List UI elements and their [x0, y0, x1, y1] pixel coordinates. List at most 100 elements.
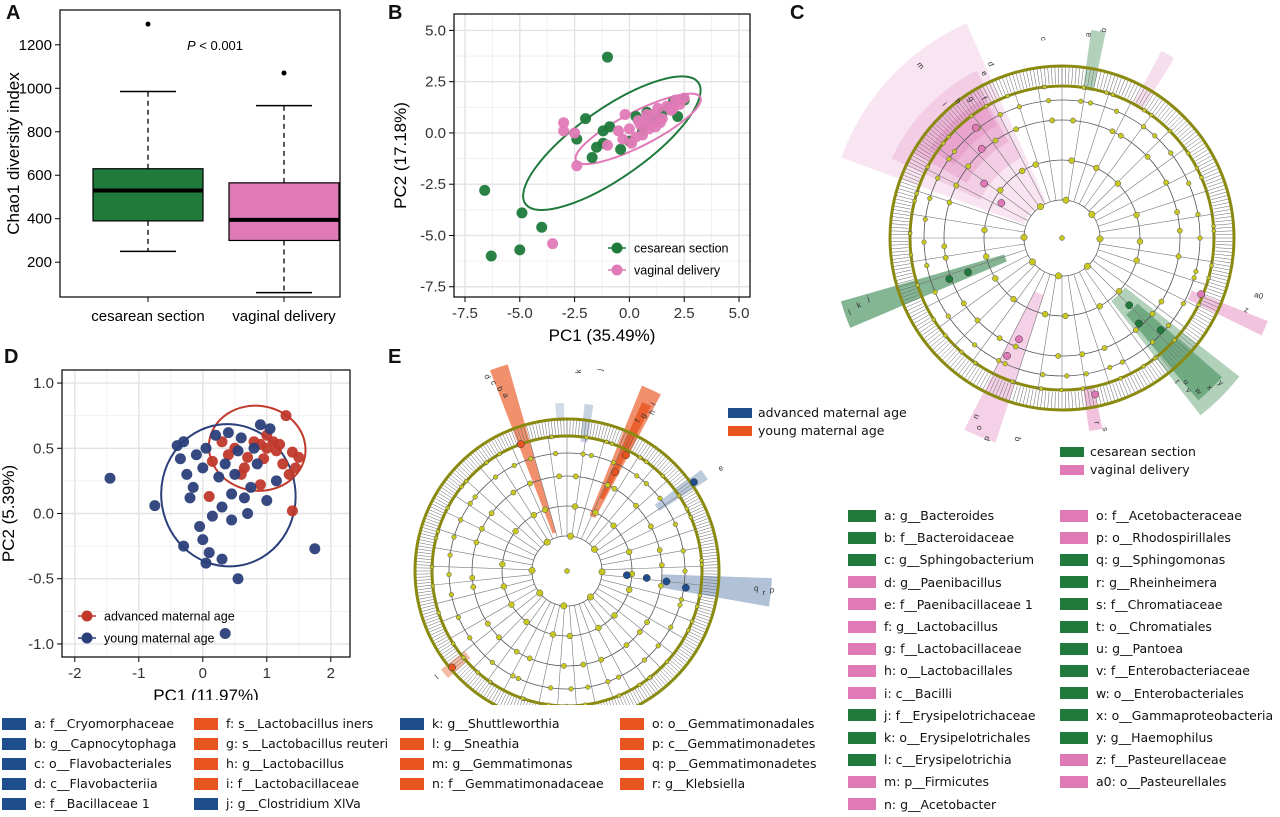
leaf-branch: [900, 291, 918, 299]
leaf-branch: [675, 481, 691, 493]
taxonomy-ring: [413, 417, 721, 705]
leaf-branch: [662, 664, 676, 678]
leaf-branch: [656, 457, 669, 472]
taxon-node: [981, 226, 988, 234]
leaf-branch: [660, 462, 674, 476]
leaf-branch: [689, 508, 706, 517]
leaf-branch: [891, 260, 910, 264]
leaf-branch: [496, 436, 506, 453]
tree-branch: [439, 529, 534, 561]
taxon-node: [1087, 100, 1094, 106]
legend-swatch: [1060, 598, 1088, 611]
leaf-branch: [982, 85, 991, 102]
leaf-branch: [670, 656, 685, 669]
scatter-point: [514, 244, 526, 256]
scatter-point: [184, 492, 196, 504]
taxon-label: v: f__Enterobacteriaceae: [1096, 663, 1250, 679]
leaf-branch: [1211, 194, 1229, 200]
taxon-label: e: f__Bacillaceae 1: [34, 796, 150, 811]
leaf-branch: [673, 651, 689, 664]
leaf-branch: [447, 654, 463, 666]
sector-label: f: [633, 417, 642, 424]
leaf-branch: [1087, 68, 1091, 87]
taxon-node: [953, 182, 960, 189]
taxon-node: [637, 682, 642, 688]
taxon-node: [1010, 295, 1017, 303]
scatter-point: [200, 557, 212, 569]
y-tick-label: 1000: [19, 80, 52, 97]
scatter-point: [178, 540, 190, 552]
scatter-point: [197, 534, 209, 546]
taxon-node: [1078, 98, 1084, 104]
biomarker-node: [980, 179, 989, 188]
tree-branch: [436, 579, 534, 604]
scatter-point: [261, 494, 273, 506]
taxon-node: [1088, 211, 1096, 218]
leaf-branch: [1212, 269, 1231, 275]
leaf-branch: [510, 429, 518, 447]
leaf-branch: [1169, 114, 1183, 129]
taxon-node: [908, 252, 914, 258]
legend-swatch: [194, 777, 218, 790]
y-tick-label: -5.0: [420, 227, 446, 244]
legend-swatch: [848, 642, 876, 655]
leaf-branch: [682, 494, 699, 505]
legend-swatch: [194, 757, 218, 770]
leaf-branch: [694, 523, 712, 530]
taxon-legend-item: g: f__Lactobacillaceae: [848, 641, 1022, 656]
leaf-branch: [969, 92, 980, 109]
leaf-branch: [424, 517, 442, 525]
leaf-branch: [1195, 151, 1212, 162]
leaf-branch: [1198, 158, 1215, 167]
leaf-branch: [628, 689, 638, 705]
taxon-node: [568, 686, 574, 692]
leaf-branch: [1164, 110, 1178, 124]
leaf-branch: [678, 644, 694, 656]
taxon-label: f: s__Lactobacillus iners: [226, 716, 374, 731]
sector-label: d: [986, 60, 996, 68]
leaf-branch: [1154, 360, 1167, 376]
leaf-branch: [621, 432, 630, 449]
leaf-branch: [1103, 386, 1109, 404]
taxon-node: [969, 113, 974, 119]
taxon-node: [436, 610, 441, 616]
taxon-node: [1195, 211, 1201, 217]
biomarker-node: [945, 275, 954, 283]
leaf-branch: [423, 614, 441, 622]
taxon-node: [530, 511, 537, 519]
taxon-node: [1032, 161, 1039, 168]
taxon-node: [951, 148, 958, 154]
leaf-branch: [931, 338, 946, 351]
sector-label: r: [1092, 421, 1101, 426]
leaf-branch: [438, 489, 454, 500]
leaf-branch: [916, 145, 933, 156]
y-tick-label: 1.0: [33, 375, 54, 392]
leaf-branch: [893, 269, 912, 275]
leaf-branch: [689, 625, 706, 634]
p-value-annotation: P < 0.001: [187, 38, 243, 53]
leaf-branch: [944, 112, 957, 126]
taxon-node: [459, 484, 464, 490]
tree-branch: [592, 481, 667, 548]
scatter-point: [254, 419, 266, 431]
tree-branch: [952, 264, 1036, 348]
leaf-branch: [890, 230, 909, 232]
sector-label: b: [1099, 26, 1109, 33]
leaf-branch: [507, 430, 516, 448]
leaf-branch: [1207, 288, 1225, 295]
sector-label: j: [865, 294, 871, 303]
leaf-branch: [1214, 216, 1233, 219]
tree-branch: [924, 167, 1029, 222]
taxon-legend-item: a: g__Bacteroides: [848, 508, 994, 523]
sector-label: v: [1184, 386, 1194, 395]
taxon-node: [580, 661, 587, 668]
leaf-branch: [436, 640, 453, 650]
taxon-node: [641, 657, 647, 663]
leaf-branch: [602, 699, 605, 705]
leaf-branch: [417, 545, 435, 549]
tree-branch: [594, 592, 673, 654]
legend-label: cesarean section: [634, 242, 729, 256]
leaf-branch: [456, 466, 470, 480]
sector-label: f: [980, 95, 989, 102]
taxon-node: [997, 187, 1004, 194]
